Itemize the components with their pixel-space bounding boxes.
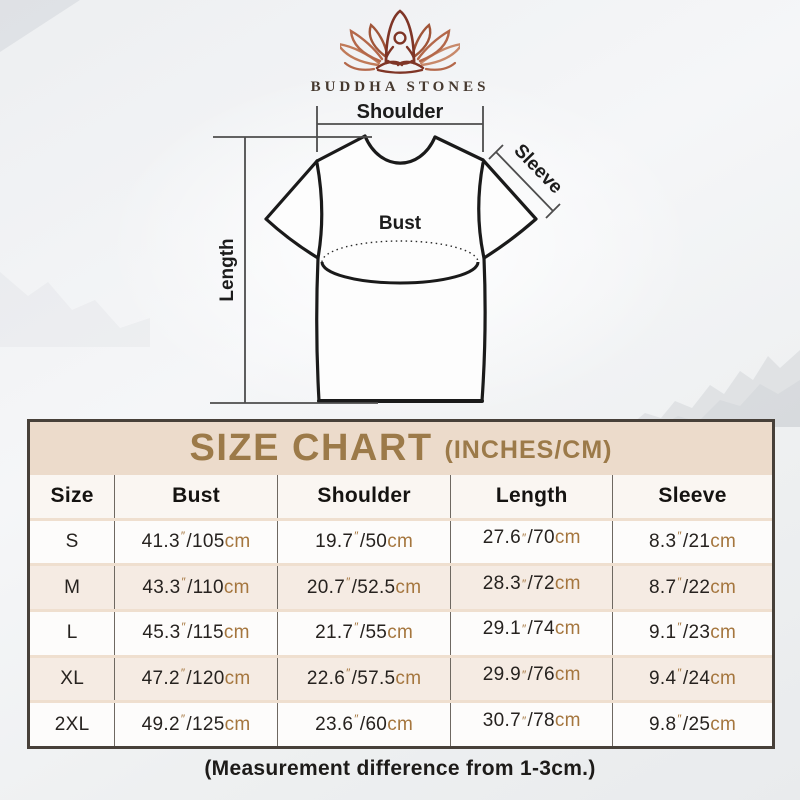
measurement-cell: 19.7 ″/50 cm bbox=[278, 520, 452, 564]
measurement-cell: 22.6 ″/57.5 cm bbox=[278, 657, 452, 701]
lotus-logo-icon bbox=[340, 9, 460, 74]
shoulder-label: Shoulder bbox=[357, 101, 444, 123]
column-header: Bust bbox=[115, 475, 278, 518]
column-header: Sleeve bbox=[658, 484, 727, 508]
measurement-cell: 28.3 ″/72 cm bbox=[451, 566, 614, 610]
size-cell: XL bbox=[30, 657, 116, 701]
measurement-cell: 49.2 ″/125 cm bbox=[115, 703, 278, 747]
bust-line-solid bbox=[320, 261, 480, 285]
column-header: Shoulder bbox=[278, 475, 452, 518]
table-row: 2XL 49.2 ″/125 cm 23.6 ″/60 cm 30.7 ″/78 cm 9.8 ″/2… bbox=[30, 700, 772, 747]
size-cell: S bbox=[30, 520, 116, 564]
measurement-cell: 27.6 ″/70 cm bbox=[451, 520, 614, 564]
size-cell: M bbox=[30, 566, 116, 610]
tshirt-diagram: Shoulder Bust Length Sleeve bbox=[180, 95, 620, 417]
table-row: M 43.3 ″/110 cm 20.7 ″/52.5 cm 28.3 ″/72 cm 8.7 ″/2… bbox=[30, 563, 772, 610]
size-cell: 2XL bbox=[30, 703, 116, 747]
brand-name: BUDDHA STONES bbox=[310, 79, 490, 95]
size-table-body: Size Bust Shoulder Length Sleeve S 41.3 ″/105 c… bbox=[30, 475, 772, 747]
measurement-cell: 43.3 ″/110 cm bbox=[115, 566, 278, 610]
measurement-cell: 41.3 ″/105 cm bbox=[115, 520, 278, 564]
mountains-background-icon bbox=[628, 350, 800, 427]
measurement-lines bbox=[210, 106, 561, 404]
size-chart-title-band: SIZE CHART (INCHES/CM) bbox=[30, 422, 772, 475]
table-header-row: Size Bust Shoulder Length Sleeve bbox=[30, 475, 772, 518]
measurement-cell: 9.8 ″/25 cm bbox=[649, 711, 737, 735]
measurement-cell: 9.1 ″/23 cm bbox=[649, 620, 737, 644]
table-row: S 41.3 ″/105 cm 19.7 ″/50 cm 27.6 ″/70 cm 8.3 ″/21 c… bbox=[30, 517, 772, 564]
bust-line-dotted bbox=[321, 240, 479, 263]
measurement-cell: 45.3 ″/115 cm bbox=[115, 612, 278, 655]
size-chart-table: SIZE CHART (INCHES/CM) Size Bust Shoulder L… bbox=[27, 419, 775, 749]
hills-background-icon bbox=[0, 272, 150, 347]
column-header: Length bbox=[451, 475, 614, 518]
measurement-cell: 8.7 ″/22 cm bbox=[649, 574, 737, 598]
corner-shade bbox=[0, 0, 80, 52]
measurement-cell: 8.3 ″/21 cm bbox=[649, 529, 737, 552]
measurement-cell: 23.6 ″/60 cm bbox=[278, 703, 452, 747]
measurement-cell: 9.4 ″/24 cm bbox=[649, 666, 737, 690]
measurement-cell: 20.7 ″/52.5 cm bbox=[278, 566, 452, 610]
measurement-cell: 29.9 ″/76 cm bbox=[451, 657, 614, 701]
size-chart-title: SIZE CHART bbox=[189, 427, 433, 469]
table-row: XL 47.2 ″/120 cm 22.6 ″/57.5 cm 29.9 ″/76 cm 9.4 ″ /… bbox=[30, 654, 772, 701]
length-label: Length bbox=[217, 238, 238, 301]
measurement-cell: 21.7 ″/55 cm bbox=[278, 612, 452, 655]
measurement-cell: 29.1 ″/74 cm bbox=[451, 612, 614, 655]
table-row: L 45.3 ″/115 cm 21.7 ″/55 cm 29.1 ″/74 cm 9.1 ″/23 c… bbox=[30, 609, 772, 655]
column-header: Size bbox=[30, 475, 116, 518]
measurement-cell: 30.7 ″/78 cm bbox=[451, 703, 614, 747]
size-chart-units: (INCHES/CM) bbox=[444, 436, 613, 464]
sleeve-label: Sleeve bbox=[509, 140, 566, 198]
measurement-note: (Measurement difference from 1-3cm.) bbox=[204, 757, 596, 780]
tshirt-silhouette bbox=[266, 136, 536, 401]
bust-label: Bust bbox=[379, 213, 422, 234]
measurement-cell: 47.2 ″/120 cm bbox=[115, 657, 278, 701]
tshirt-outline bbox=[264, 134, 538, 403]
size-cell: L bbox=[30, 612, 116, 655]
